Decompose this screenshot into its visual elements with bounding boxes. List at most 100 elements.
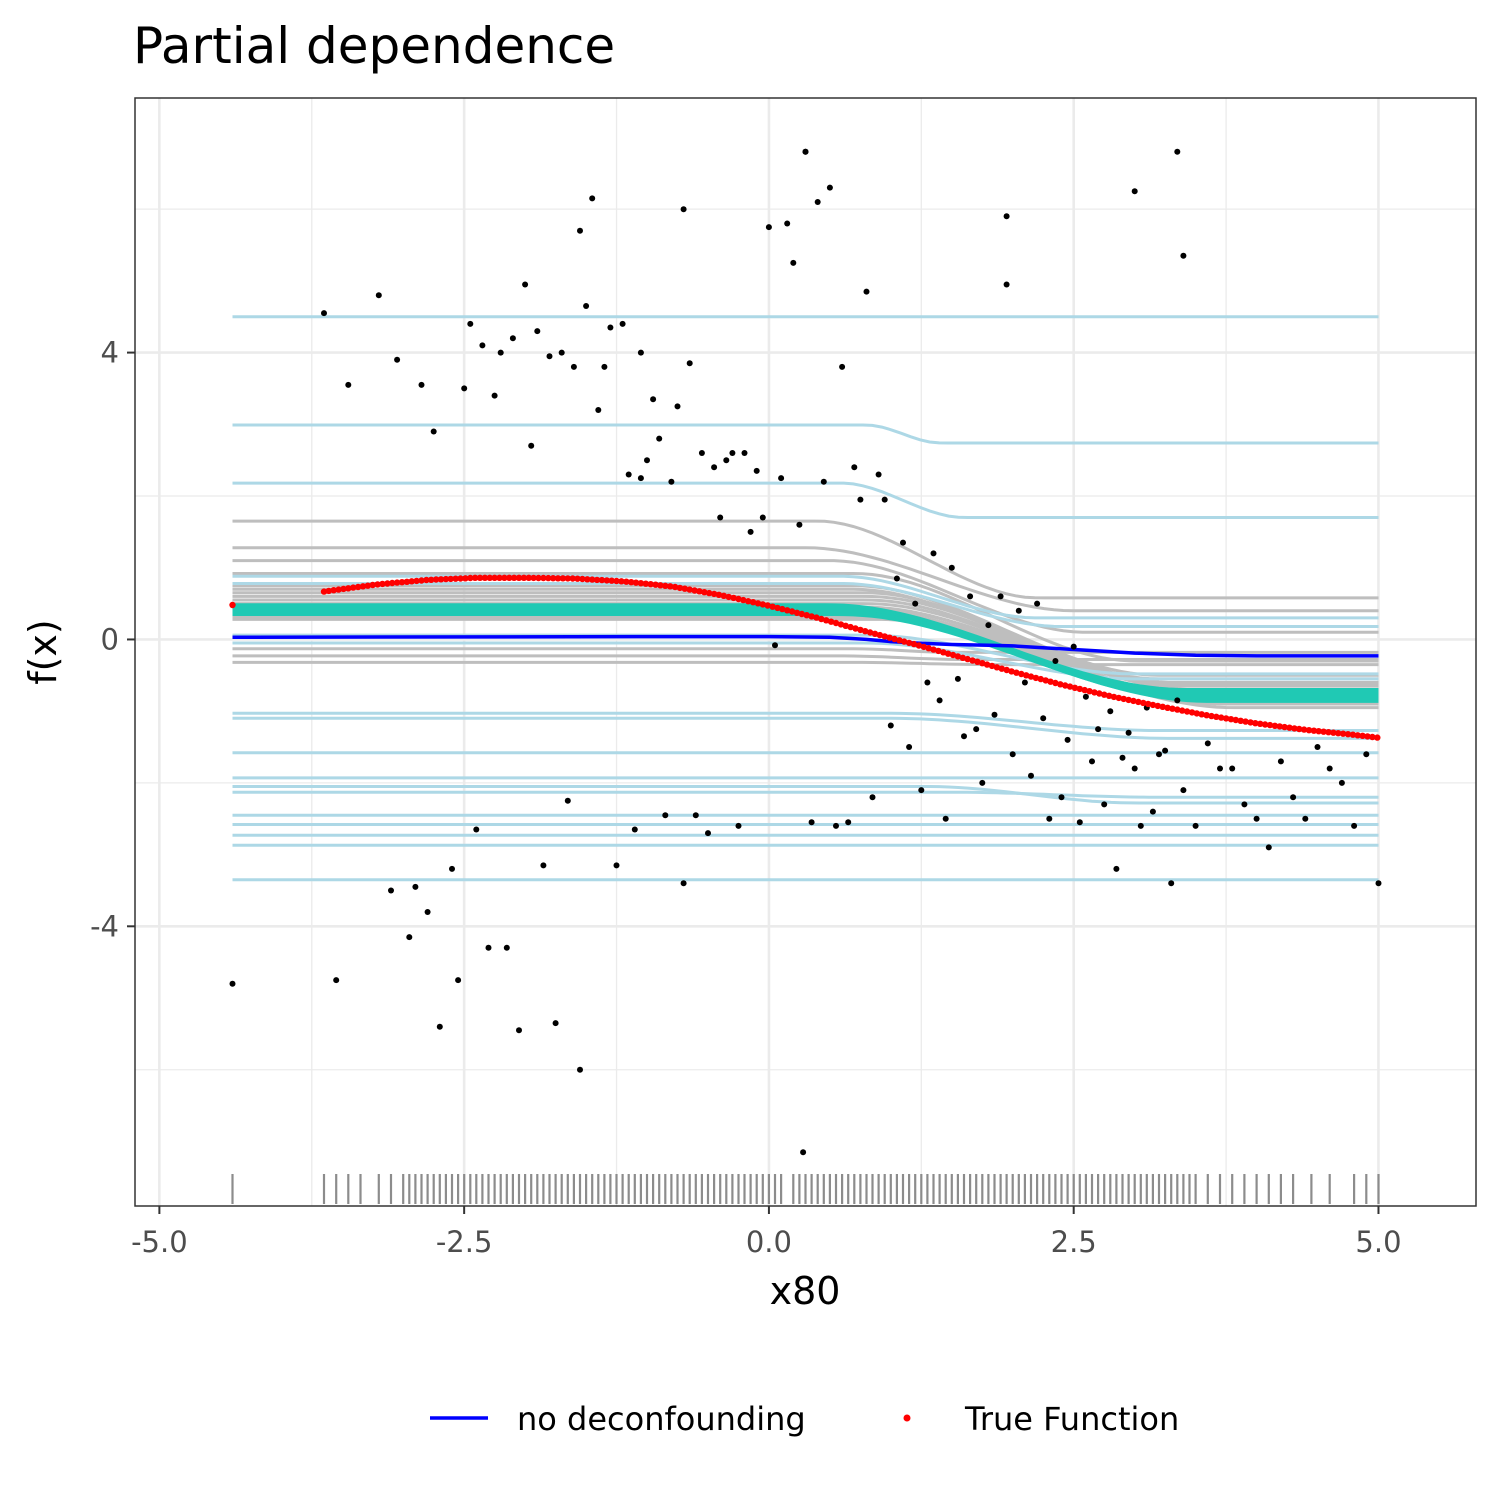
observation-point xyxy=(680,880,687,887)
series-line-no-deconfounding xyxy=(232,634,1379,658)
true-function-point xyxy=(1018,670,1025,678)
observation-point xyxy=(455,977,462,984)
true-function-point xyxy=(891,635,898,643)
observation-point xyxy=(1253,815,1260,822)
observation-point xyxy=(479,342,486,349)
true-function-point xyxy=(1188,709,1196,716)
legend-label-no-deconfounding: no deconfounding xyxy=(517,1400,806,1438)
true-function-point xyxy=(823,617,830,624)
true-function-point xyxy=(930,646,937,653)
true-function-point xyxy=(618,578,625,585)
true-function-point xyxy=(1193,710,1201,717)
true-function-point xyxy=(369,581,376,589)
ice-curve-lightblue xyxy=(232,574,1379,620)
observation-point xyxy=(662,812,669,819)
true-function-point xyxy=(457,575,464,582)
y-tick-label: 0 xyxy=(101,622,119,656)
observation-point xyxy=(1314,744,1321,750)
true-function-point xyxy=(1208,712,1215,720)
observation-point xyxy=(637,349,644,356)
observation-point xyxy=(558,349,565,356)
true-function-point xyxy=(1339,730,1347,737)
true-function-point xyxy=(686,586,693,593)
observation-point xyxy=(717,514,724,521)
true-function-point xyxy=(467,574,474,582)
ice-curve-lightblue xyxy=(232,785,1379,805)
true-function-point xyxy=(520,574,528,581)
true-function-point xyxy=(1364,733,1371,740)
true-function-point xyxy=(462,575,469,582)
observation-point xyxy=(753,467,760,474)
true-function-point xyxy=(866,629,874,636)
true-function-point xyxy=(1374,734,1381,741)
observation-point xyxy=(650,396,657,403)
observation-point xyxy=(229,980,236,987)
true-function-point xyxy=(1281,723,1288,731)
true-function-point xyxy=(998,665,1005,672)
true-function-point xyxy=(428,576,435,583)
true-function-point xyxy=(1091,689,1098,696)
true-function-point xyxy=(354,583,362,591)
observation-point xyxy=(845,819,852,826)
observation-point xyxy=(1180,787,1187,794)
true-function-point xyxy=(1149,701,1157,709)
true-function-point xyxy=(1335,730,1342,737)
observation-point xyxy=(869,794,876,801)
true-function-point xyxy=(774,604,781,612)
observation-point xyxy=(528,442,535,449)
x-tick-label: 2.5 xyxy=(1051,1225,1097,1259)
observation-point xyxy=(1028,772,1034,779)
observation-point xyxy=(887,722,894,729)
observation-point xyxy=(948,564,955,571)
true-function-point xyxy=(808,613,815,620)
true-function-point xyxy=(476,574,484,581)
observation-point xyxy=(857,496,864,503)
observation-point xyxy=(686,360,693,367)
true-function-point xyxy=(1042,677,1049,684)
ice-curve-lightblue xyxy=(232,790,1379,799)
true-function-point xyxy=(496,574,503,581)
true-function-point xyxy=(325,587,332,595)
true-function-point xyxy=(1261,721,1269,728)
x-tick-label: 0.0 xyxy=(746,1225,792,1259)
true-function-point xyxy=(559,575,567,582)
ice-curve-gray xyxy=(232,660,1379,667)
true-function-point xyxy=(418,577,425,584)
true-function-point xyxy=(1218,714,1225,721)
true-function-point xyxy=(574,575,581,582)
y-axis-title: f(x) xyxy=(21,619,65,685)
true-function-point xyxy=(1325,729,1332,736)
observation-point xyxy=(1064,736,1071,743)
true-function-point xyxy=(1271,722,1279,729)
observation-point xyxy=(1131,188,1138,195)
observation-point xyxy=(583,303,590,309)
observation-point xyxy=(800,1149,807,1156)
observation-point xyxy=(668,478,675,485)
observation-point xyxy=(1156,751,1162,758)
true-function-point xyxy=(837,621,845,628)
observation-point xyxy=(839,363,846,370)
observation-point xyxy=(1082,693,1089,700)
true-function-point xyxy=(432,576,440,583)
observation-point xyxy=(893,575,900,582)
true-function-point xyxy=(1237,717,1244,724)
true-function-point xyxy=(827,618,835,625)
true-function-point xyxy=(949,651,957,659)
true-function-point xyxy=(1037,675,1045,683)
observation-point xyxy=(1003,213,1010,220)
observation-point xyxy=(851,464,858,471)
observation-point xyxy=(1015,607,1022,614)
observation-point xyxy=(619,320,626,327)
true-function-point xyxy=(1247,719,1254,726)
true-function-point xyxy=(769,603,776,610)
true-function-point xyxy=(335,586,342,593)
true-function-point xyxy=(330,587,337,594)
true-function-point xyxy=(1110,693,1118,701)
true-function-point xyxy=(1198,711,1205,718)
true-function-point xyxy=(413,577,420,585)
x-tick-label: -5.0 xyxy=(131,1225,188,1259)
ice-curves-lightblue xyxy=(232,315,1379,882)
observation-point xyxy=(973,726,980,733)
observation-point xyxy=(589,195,596,202)
